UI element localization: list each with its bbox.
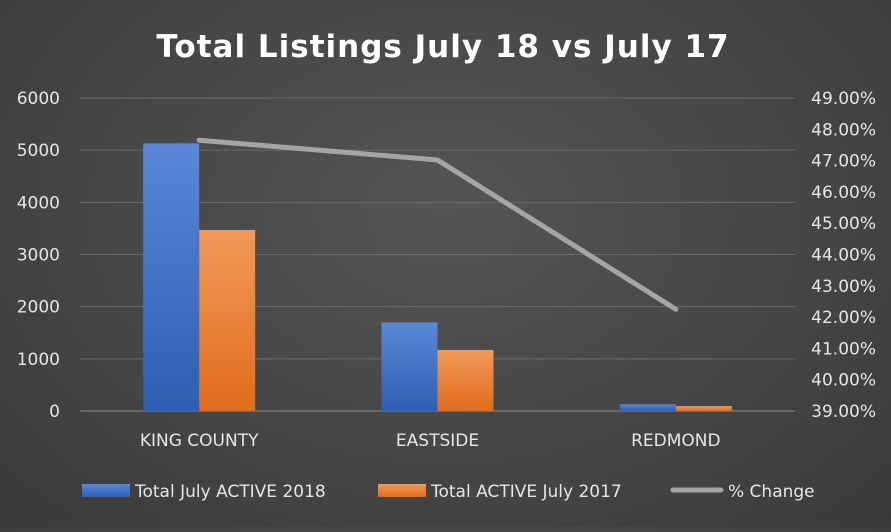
y2-tick-label: 40.00%	[811, 371, 876, 391]
y-tick-label: 5000	[17, 141, 60, 161]
y2-tick-label: 39.00%	[811, 402, 876, 422]
y-axis-left: 0 1000 2000 3000 4000 5000 6000	[17, 89, 60, 422]
y2-tick-label: 49.00%	[811, 89, 876, 109]
bar	[675, 406, 732, 411]
y2-tick-label: 48.00%	[811, 120, 876, 140]
x-category-label: EASTSIDE	[396, 431, 479, 451]
y-tick-label: 1000	[17, 350, 60, 370]
legend-swatch	[378, 484, 426, 497]
x-axis: KING COUNTY EASTSIDE REDMOND	[140, 431, 721, 451]
y2-tick-label: 42.00%	[811, 308, 876, 328]
legend-label: Total July ACTIVE 2018	[134, 482, 326, 502]
legend-label: % Change	[728, 482, 815, 502]
y-tick-label: 2000	[17, 298, 60, 318]
legend-label: Total ACTIVE July 2017	[430, 482, 622, 502]
percent-change-line-group	[196, 137, 679, 312]
bar	[381, 322, 438, 411]
y-tick-label: 4000	[17, 193, 60, 213]
y-tick-label: 3000	[17, 246, 60, 266]
y2-tick-label: 45.00%	[811, 214, 876, 234]
y2-tick-label: 46.00%	[811, 183, 876, 203]
y-tick-label: 6000	[17, 89, 60, 109]
bar	[199, 229, 256, 411]
y2-tick-label: 43.00%	[811, 277, 876, 297]
percent-change-line	[196, 137, 679, 312]
y2-tick-label: 47.00%	[811, 152, 876, 172]
y2-tick-label: 41.00%	[811, 339, 876, 359]
chart-title: Total Listings July 18 vs July 17	[156, 29, 729, 65]
legend-swatch	[82, 484, 130, 497]
bars	[143, 143, 732, 411]
y-tick-label: 0	[49, 402, 60, 422]
y2-tick-label: 44.00%	[811, 246, 876, 266]
bar	[437, 349, 494, 411]
x-category-label: REDMOND	[631, 431, 721, 451]
legend: Total July ACTIVE 2018 Total ACTIVE July …	[82, 482, 815, 502]
bar	[143, 143, 200, 411]
x-category-label: KING COUNTY	[140, 431, 259, 451]
bar	[619, 404, 676, 411]
y-axis-right: 39.00% 40.00% 41.00% 42.00% 43.00% 44.00% 45.0…	[811, 89, 876, 422]
